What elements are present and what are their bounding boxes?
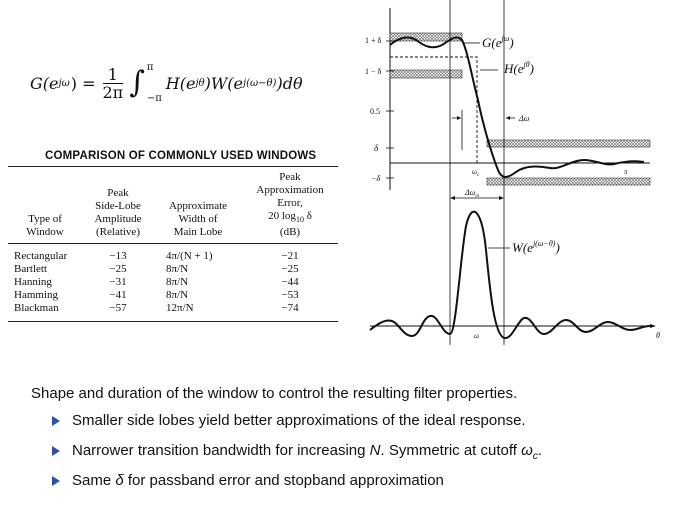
cell-type: Hamming [14, 289, 58, 302]
pi-label: π [624, 168, 628, 176]
theta-label: θ [656, 331, 660, 340]
table-header-row: Type of Window Peak Side-Lobe Amplitude … [8, 166, 338, 244]
integral-limits: π −π [147, 62, 162, 104]
ylabel-half: 0.5 [370, 107, 380, 116]
ylabel-delta: δ [374, 143, 379, 153]
bullet-triangle-icon [52, 446, 60, 456]
header-error: Peak Approximation Error, 20 log10 δ (dB… [256, 171, 324, 239]
ideal-response-dashed [390, 56, 478, 163]
lower-x-axis-arrow [650, 324, 656, 328]
bullet-item: Narrower transition bandwidth for increa… [52, 442, 542, 472]
w-window-curve [369, 210, 651, 340]
cell-type: Rectangular [14, 250, 68, 263]
table-row: Blackman −57 12π/N −74 [8, 302, 338, 322]
stopband-upper-band [486, 139, 651, 148]
header-peak: Peak Side-Lobe Amplitude (Relative) [94, 187, 142, 239]
frac-bar [102, 82, 124, 84]
formula-lhs-sup: jω [58, 77, 70, 89]
cell-type: Bartlett [14, 263, 47, 276]
ylabel-minus-delta: −δ [371, 174, 380, 183]
delta-omega-arrowhead-left [457, 116, 461, 120]
cell-width: 8π/N [166, 289, 189, 302]
formula-lhs: G(e [30, 73, 59, 93]
h-label: H(ejθ) [503, 60, 534, 76]
passband-upper-band [389, 32, 463, 42]
delta-omega-label: Δω [518, 114, 530, 123]
table-row: Bartlett −25 8π/N −25 [8, 263, 338, 276]
lim-lower: −π [146, 93, 162, 104]
bullet-list: Smaller side lobes yield better approxim… [52, 412, 542, 502]
cell-error: −44 [281, 276, 299, 289]
delta-omega-m-label: Δωm [464, 188, 479, 199]
g-label: G(ejω) [482, 34, 514, 50]
omega-c-label: ωc [472, 168, 480, 178]
cell-error: −25 [281, 263, 299, 276]
header-type: Type of Window [26, 213, 64, 239]
formula-fraction: 1 2π [102, 64, 124, 102]
integral-sign: ∫ [129, 65, 145, 100]
cell-peak: −57 [109, 302, 127, 315]
cell-width: 12π/N [166, 302, 194, 315]
bullet-item: Smaller side lobes yield better approxim… [52, 412, 542, 442]
cell-peak: −41 [109, 289, 127, 302]
cell-width: 8π/N [166, 263, 189, 276]
ylabel-one-plus-delta: 1 + δ [365, 36, 382, 45]
bullet-item: Same δ for passband error and stopband a… [52, 472, 542, 502]
bullet-text: Same δ for passband error and stopband a… [72, 472, 444, 489]
formula-eq: ) = [70, 73, 96, 93]
delta-omega-m-arrowhead-right [499, 196, 504, 200]
bullet-text: Narrower transition bandwidth for increa… [72, 442, 542, 462]
bullet-triangle-icon [52, 416, 60, 426]
stopband-lower-band [486, 177, 651, 186]
cell-error: −74 [281, 302, 299, 315]
header-width: Approximate Width of Main Lobe [168, 200, 228, 239]
integrand-end: )dθ [276, 73, 303, 93]
table-title: COMPARISON OF COMMONLY USED WINDOWS [45, 150, 317, 162]
table-row: Hamming −41 8π/N −53 [8, 289, 338, 302]
intro-text: Shape and duration of the window to cont… [31, 385, 518, 402]
window-comparison-table: Type of Window Peak Side-Lobe Amplitude … [8, 166, 338, 322]
table-row: Hanning −31 8π/N −44 [8, 276, 338, 289]
windowing-figure: 1 + δ 1 − δ 0.5 δ −δ Δω G(ejω) H(ejθ) ωc… [365, 0, 660, 345]
cell-peak: −31 [109, 276, 127, 289]
omega-label: ω [474, 332, 479, 340]
cell-type: Hanning [14, 276, 52, 289]
integrand-w: )W(e [204, 73, 243, 93]
w-label: W(ej(ω−θ)) [512, 239, 560, 255]
cell-width: 8π/N [166, 276, 189, 289]
frac-num: 1 [107, 64, 118, 84]
cell-error: −53 [281, 289, 299, 302]
cell-width: 4π/(N + 1) [166, 250, 213, 263]
g-response-curve [389, 36, 645, 178]
cell-error: −21 [281, 250, 299, 263]
ylabel-one-minus-delta: 1 − δ [365, 67, 382, 76]
lim-upper: π [146, 62, 154, 73]
table-row: Rectangular −13 4π/(N + 1) −21 [8, 244, 338, 264]
integrand-h: H(e [165, 73, 196, 93]
cell-peak: −13 [109, 250, 127, 263]
w-sup: j(ω−θ) [243, 77, 277, 89]
delta-omega-arrowhead-right [506, 116, 510, 120]
delta-omega-m-arrowhead-left [450, 196, 455, 200]
frac-den: 2π [102, 82, 124, 102]
cell-peak: −25 [109, 263, 127, 276]
convolution-formula: G(e jω ) = 1 2π ∫ π −π H(e jθ)W(e j(ω−θ))dθ [30, 62, 303, 104]
h-sup: jθ [195, 77, 205, 89]
bullet-triangle-icon [52, 476, 60, 486]
passband-lower-band [389, 69, 463, 79]
bullet-text: Smaller side lobes yield better approxim… [72, 412, 526, 429]
cell-type: Blackman [14, 302, 59, 315]
